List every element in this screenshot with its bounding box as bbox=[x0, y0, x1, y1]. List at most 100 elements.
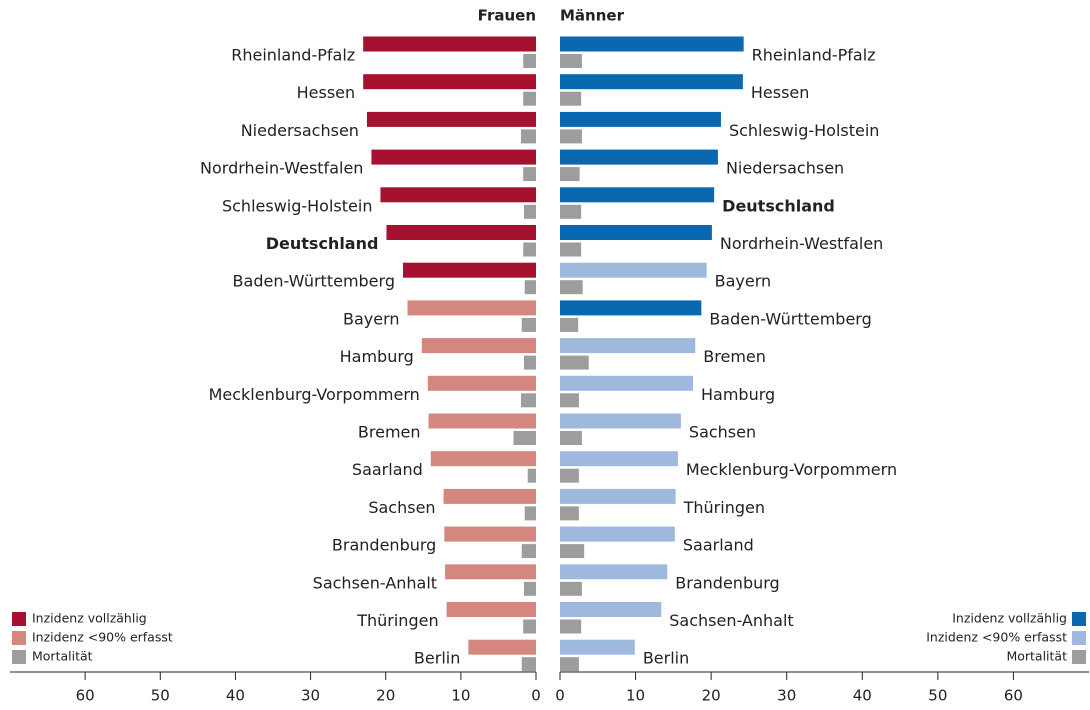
category-label: Bremen bbox=[358, 423, 421, 442]
incidence-bar bbox=[560, 187, 715, 203]
incidence-bar bbox=[363, 36, 536, 52]
category-label: Sachsen bbox=[689, 423, 756, 442]
mortality-bar bbox=[560, 544, 585, 559]
incidence-bar bbox=[560, 639, 635, 655]
category-label: Brandenburg bbox=[332, 536, 436, 555]
incidence-bar bbox=[560, 36, 744, 52]
category-label: Sachsen bbox=[368, 498, 435, 517]
legend-swatch bbox=[12, 612, 26, 626]
incidence-bar bbox=[421, 338, 536, 354]
incidence-bar bbox=[560, 602, 662, 617]
incidence-bar bbox=[380, 187, 536, 203]
mortality-bar bbox=[560, 581, 582, 596]
legend-swatch bbox=[1072, 612, 1086, 626]
mortality-bar bbox=[524, 280, 536, 295]
mortality-bar bbox=[523, 54, 536, 68]
incidence-bar bbox=[560, 451, 678, 467]
legend-label: Inzidenz vollzählig bbox=[952, 611, 1067, 626]
incidence-bar bbox=[468, 639, 536, 655]
legend-swatch bbox=[1072, 650, 1086, 664]
legend-swatch bbox=[12, 650, 26, 664]
category-label: Mecklenburg-Vorpommern bbox=[209, 385, 420, 404]
category-label: Bayern bbox=[343, 309, 400, 328]
mortality-bar bbox=[520, 129, 536, 144]
category-label: Baden-Württemberg bbox=[709, 309, 871, 328]
mortality-bar bbox=[524, 506, 536, 521]
mortality-bar bbox=[521, 544, 536, 559]
incidence-bar bbox=[427, 375, 536, 391]
mortality-bar bbox=[560, 280, 583, 295]
category-label: Mecklenburg-Vorpommern bbox=[686, 460, 897, 479]
category-label: Rheinland-Pfalz bbox=[231, 46, 355, 65]
incidence-bar bbox=[443, 488, 536, 504]
category-label: Thüringen bbox=[683, 498, 765, 517]
category-label: Saarland bbox=[683, 536, 754, 555]
mortality-bar bbox=[560, 468, 579, 483]
category-label: Niedersachsen bbox=[241, 121, 359, 140]
incidence-bar bbox=[444, 526, 536, 542]
incidence-bar bbox=[560, 149, 718, 165]
x-tick-label: 40 bbox=[853, 687, 872, 705]
mortality-bar bbox=[560, 204, 582, 219]
x-tick-label: 40 bbox=[226, 687, 245, 705]
category-label: Rheinland-Pfalz bbox=[752, 46, 876, 65]
x-tick-label: 20 bbox=[702, 687, 721, 705]
incidence-bar bbox=[428, 413, 536, 429]
category-label: Hamburg bbox=[340, 347, 414, 366]
x-tick-label: 30 bbox=[777, 687, 796, 705]
category-label: Deutschland bbox=[722, 196, 835, 215]
category-label: Schleswig-Holstein bbox=[729, 121, 879, 140]
category-label: Nordrhein-Westfalen bbox=[720, 234, 883, 253]
mortality-bar bbox=[523, 204, 536, 219]
mortality-bar bbox=[523, 91, 536, 106]
incidence-bar bbox=[402, 262, 536, 278]
x-tick-label: 50 bbox=[151, 687, 170, 705]
category-label: Nordrhein-Westfalen bbox=[200, 159, 363, 178]
incidence-bar bbox=[446, 602, 536, 617]
mortality-bar bbox=[560, 619, 582, 634]
mortality-bar bbox=[523, 167, 536, 182]
category-label: Berlin bbox=[643, 649, 689, 668]
mortality-bar bbox=[560, 355, 589, 370]
mortality-bar bbox=[560, 167, 580, 182]
incidence-bar bbox=[560, 225, 712, 240]
legend-label: Mortalität bbox=[1006, 649, 1067, 664]
incidence-bar bbox=[445, 564, 536, 580]
incidence-bar bbox=[560, 413, 681, 429]
mortality-bar bbox=[560, 506, 579, 521]
mortality-bar bbox=[560, 242, 582, 257]
category-label: Hamburg bbox=[701, 385, 775, 404]
category-label: Sachsen-Anhalt bbox=[669, 611, 793, 630]
legend-label: Inzidenz vollzählig bbox=[32, 611, 147, 626]
incidence-bar bbox=[407, 300, 536, 316]
legend-swatch bbox=[1072, 631, 1086, 645]
mortality-bar bbox=[560, 129, 582, 144]
legend-label: Inzidenz <90% erfasst bbox=[32, 630, 173, 645]
category-label: Hessen bbox=[751, 83, 810, 102]
mortality-bar bbox=[560, 91, 582, 106]
incidence-bar bbox=[386, 225, 536, 240]
mortality-bar bbox=[560, 393, 579, 408]
mortality-bar bbox=[560, 657, 579, 672]
legend-label: Inzidenz <90% erfasst bbox=[926, 630, 1067, 645]
x-tick-label: 60 bbox=[1004, 687, 1023, 705]
incidence-bar bbox=[560, 375, 694, 391]
mortality-bar bbox=[560, 54, 582, 68]
legend-swatch bbox=[12, 631, 26, 645]
chart-title: Männer bbox=[560, 7, 625, 25]
category-label: Brandenburg bbox=[675, 573, 779, 592]
incidence-bar bbox=[371, 149, 536, 165]
category-label: Deutschland bbox=[266, 234, 379, 253]
incidence-bar bbox=[560, 300, 702, 316]
incidence-bar bbox=[560, 111, 721, 127]
mortality-bar bbox=[521, 657, 536, 672]
mortality-bar bbox=[523, 242, 536, 257]
incidence-bar bbox=[560, 338, 696, 354]
mortality-bar bbox=[560, 431, 582, 445]
mortality-bar bbox=[560, 317, 579, 332]
incidence-bar bbox=[366, 111, 536, 127]
category-label: Bremen bbox=[703, 347, 766, 366]
mortality-bar bbox=[523, 355, 536, 370]
